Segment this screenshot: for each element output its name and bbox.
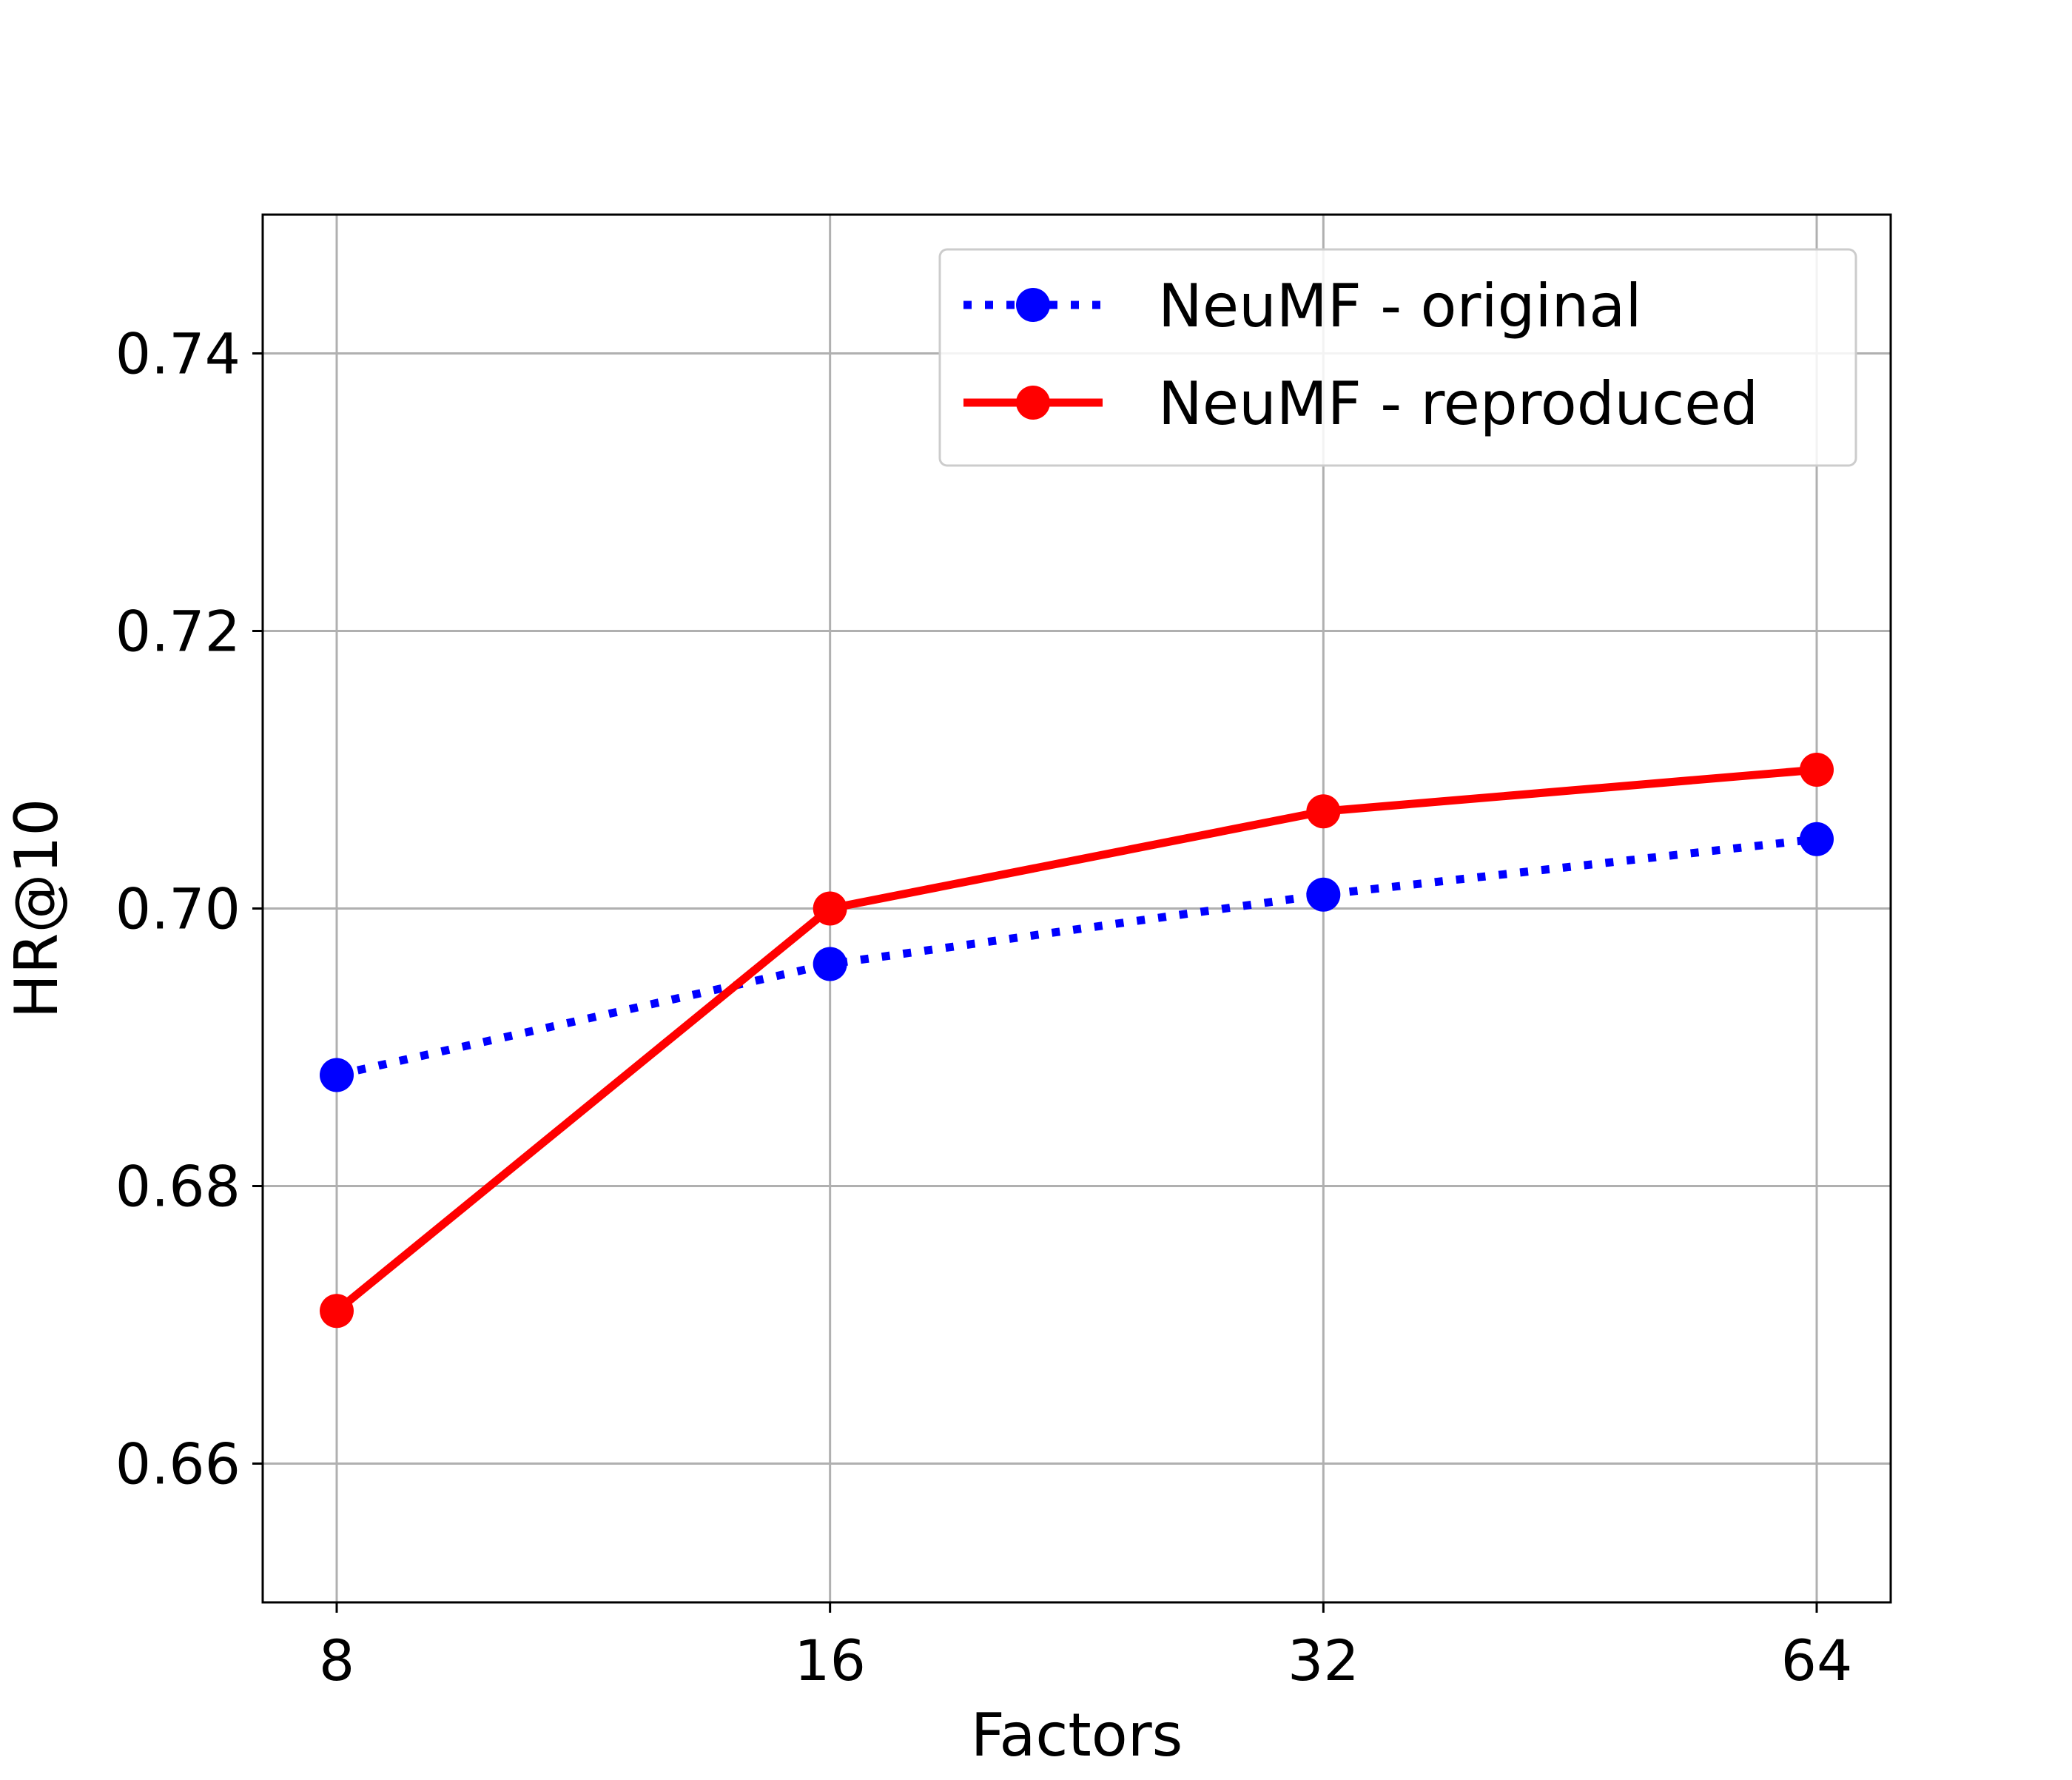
legend-marker <box>1016 288 1050 322</box>
legend-entry: NeuMF - reproduced <box>963 369 1758 438</box>
series-2 <box>320 753 1834 1329</box>
x-tick-label: 64 <box>1781 1628 1853 1693</box>
data-point <box>320 1058 354 1092</box>
legend: NeuMF - original NeuMF - reproduced <box>938 248 1857 467</box>
legend-label: NeuMF - original <box>1158 272 1642 340</box>
x-tick-label: 32 <box>1288 1628 1359 1693</box>
legend-marker <box>1016 386 1050 420</box>
series-lines <box>320 753 1834 1329</box>
x-tick-label: 8 <box>319 1628 354 1693</box>
tick-labels: 8 16 32 64 0.66 0.68 0.70 0.72 0.74 <box>115 321 1853 1694</box>
y-tick-label: 0.66 <box>115 1431 240 1497</box>
data-point <box>813 947 847 981</box>
series-line <box>335 835 1817 1079</box>
y-tick-label: 0.72 <box>115 599 240 665</box>
y-tick-label: 0.74 <box>115 321 240 387</box>
data-point <box>1800 822 1834 856</box>
data-point <box>813 891 847 926</box>
series-line <box>334 765 1817 1314</box>
series-1 <box>320 822 1834 1092</box>
y-tick-label: 0.68 <box>115 1154 240 1220</box>
x-tick-label: 16 <box>794 1628 866 1693</box>
legend-box <box>938 248 1857 467</box>
x-axis-title: Factors <box>971 1701 1183 1770</box>
data-point <box>1800 753 1834 787</box>
data-point <box>1306 877 1341 912</box>
legend-label: NeuMF - reproduced <box>1158 369 1758 438</box>
y-axis-title: HR@10 <box>2 799 71 1019</box>
y-tick-label: 0.70 <box>115 876 240 942</box>
legend-entry: NeuMF - original <box>963 272 1642 340</box>
data-point <box>1306 794 1341 829</box>
data-point <box>320 1294 354 1329</box>
